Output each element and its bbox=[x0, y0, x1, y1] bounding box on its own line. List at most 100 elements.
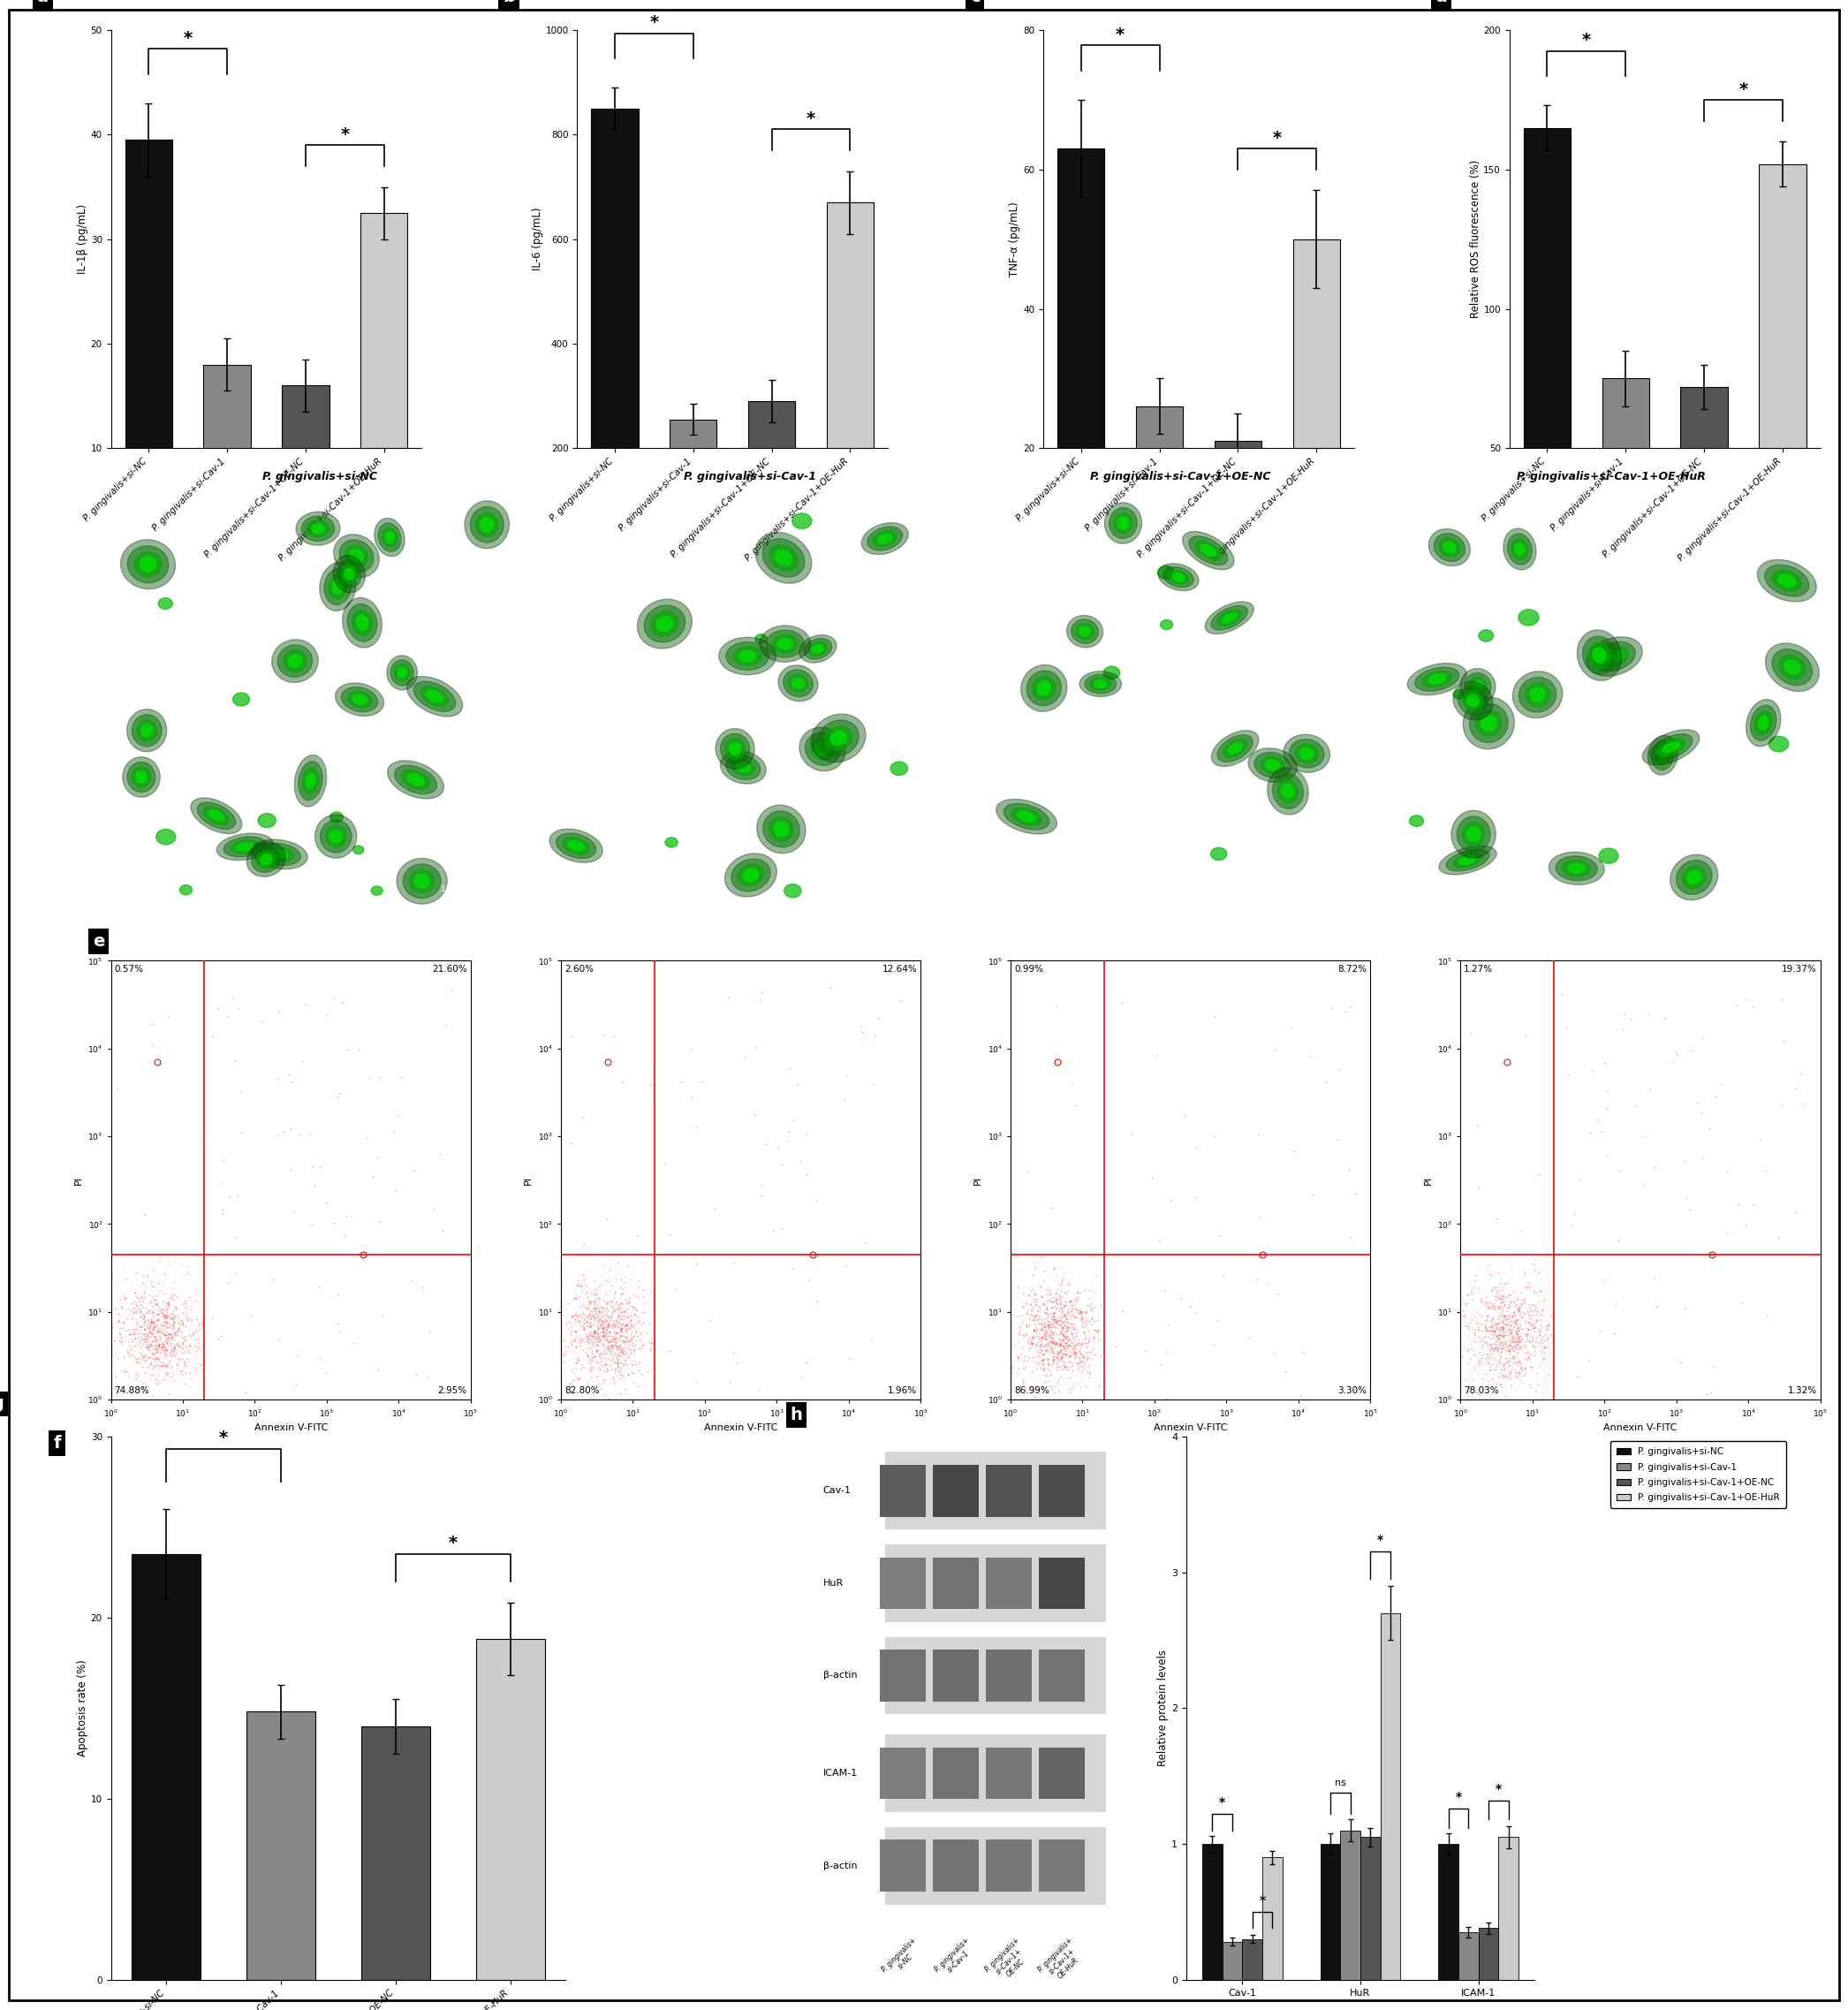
Point bbox=[1525, 1315, 1554, 1347]
Point bbox=[150, 1298, 179, 1331]
Point bbox=[604, 1298, 634, 1331]
Point bbox=[1480, 1282, 1510, 1315]
Point bbox=[1020, 1327, 1050, 1359]
Point bbox=[157, 1321, 187, 1353]
Point bbox=[1037, 1371, 1066, 1403]
Point bbox=[1687, 1142, 1717, 1174]
Point bbox=[164, 1341, 194, 1373]
Point bbox=[1027, 1345, 1057, 1377]
Point bbox=[580, 1317, 610, 1349]
Point bbox=[1504, 1315, 1534, 1347]
Point bbox=[556, 1319, 586, 1351]
Point bbox=[610, 1325, 639, 1357]
Point bbox=[567, 1341, 597, 1373]
Point bbox=[126, 1296, 155, 1329]
Point bbox=[1052, 1317, 1081, 1349]
Point bbox=[575, 1288, 604, 1321]
Point bbox=[137, 1329, 166, 1361]
Ellipse shape bbox=[549, 828, 602, 862]
Point bbox=[412, 1361, 442, 1393]
Point bbox=[148, 1292, 177, 1325]
Point bbox=[224, 993, 253, 1025]
Point bbox=[1486, 1311, 1515, 1343]
Point bbox=[1482, 1351, 1512, 1383]
Point bbox=[152, 1327, 181, 1359]
Point bbox=[567, 1325, 597, 1357]
Point bbox=[578, 1284, 608, 1317]
Point bbox=[582, 1292, 612, 1325]
Point bbox=[1525, 1256, 1554, 1288]
Point bbox=[1037, 1290, 1066, 1323]
Point bbox=[1499, 1296, 1528, 1329]
Point bbox=[177, 1309, 207, 1341]
Point bbox=[1016, 1329, 1046, 1361]
Ellipse shape bbox=[1515, 543, 1525, 555]
Point bbox=[1536, 1383, 1565, 1415]
Point bbox=[133, 1294, 163, 1327]
Point bbox=[1493, 1351, 1523, 1383]
Ellipse shape bbox=[1456, 816, 1489, 852]
Point bbox=[1029, 1347, 1059, 1379]
Point bbox=[1031, 1329, 1061, 1361]
Point bbox=[1454, 1361, 1484, 1393]
Point bbox=[601, 1311, 630, 1343]
Point bbox=[599, 1294, 628, 1327]
Ellipse shape bbox=[774, 822, 789, 836]
Point bbox=[1037, 1311, 1066, 1343]
Point bbox=[590, 1355, 619, 1387]
Point bbox=[1484, 1361, 1514, 1393]
Point bbox=[1033, 1311, 1063, 1343]
Bar bbox=[1137, 406, 1183, 587]
Point bbox=[122, 1347, 152, 1379]
Point bbox=[597, 1296, 626, 1329]
Point bbox=[1052, 1329, 1081, 1361]
Point bbox=[595, 1345, 625, 1377]
Point bbox=[137, 1313, 166, 1345]
Point bbox=[591, 1264, 621, 1296]
Point bbox=[150, 1321, 179, 1353]
Point bbox=[1491, 1309, 1521, 1341]
Bar bbox=[1057, 149, 1105, 587]
Point bbox=[1532, 1323, 1562, 1355]
Point bbox=[1477, 1353, 1506, 1385]
Ellipse shape bbox=[1172, 573, 1185, 581]
Point bbox=[582, 1317, 612, 1349]
Point bbox=[565, 1290, 595, 1323]
Point bbox=[1061, 1329, 1090, 1361]
Point bbox=[120, 1369, 150, 1401]
Point bbox=[177, 1319, 207, 1351]
Point bbox=[128, 1367, 157, 1399]
Point bbox=[621, 1349, 650, 1381]
Point bbox=[135, 1347, 164, 1379]
Point bbox=[1040, 1292, 1070, 1325]
Point bbox=[1035, 1278, 1064, 1311]
Point bbox=[1016, 1323, 1046, 1355]
Point bbox=[582, 1351, 612, 1383]
Point bbox=[599, 1347, 628, 1379]
Point bbox=[606, 1335, 636, 1367]
Point bbox=[1674, 1194, 1704, 1226]
Point bbox=[575, 1286, 604, 1319]
Point bbox=[1153, 1309, 1183, 1341]
Point bbox=[621, 1298, 650, 1331]
Point bbox=[615, 1309, 645, 1341]
Point bbox=[1166, 1282, 1196, 1315]
Point bbox=[1037, 1284, 1066, 1317]
Point bbox=[612, 1339, 641, 1371]
Point bbox=[774, 1116, 804, 1148]
Point bbox=[1477, 1311, 1506, 1343]
Point bbox=[595, 1325, 625, 1357]
Point bbox=[623, 1294, 652, 1327]
Point bbox=[1495, 1369, 1525, 1401]
Point bbox=[142, 1345, 172, 1377]
Point bbox=[1081, 1315, 1111, 1347]
Point bbox=[996, 1311, 1026, 1343]
Text: 21.60%: 21.60% bbox=[432, 965, 468, 975]
Point bbox=[1469, 1288, 1499, 1321]
Point bbox=[1482, 1280, 1512, 1313]
Point bbox=[1000, 1292, 1029, 1325]
Point bbox=[1512, 1321, 1541, 1353]
Point bbox=[1066, 1294, 1096, 1327]
Point bbox=[133, 1280, 163, 1313]
Point bbox=[1053, 1294, 1083, 1327]
